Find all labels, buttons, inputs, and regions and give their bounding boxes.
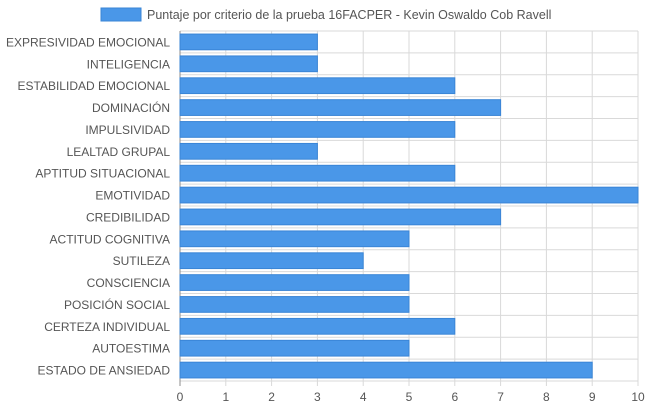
x-tick-label: 0 xyxy=(177,390,184,404)
category-label: EXPRESIVIDAD EMOCIONAL xyxy=(6,35,170,49)
category-label: ACTITUD COGNITIVA xyxy=(50,232,170,246)
bar[interactable] xyxy=(179,33,318,51)
bar[interactable] xyxy=(179,142,318,160)
category-label: EMOTIVIDAD xyxy=(95,189,170,203)
category-label: ESTADO DE ANSIEDAD xyxy=(38,364,171,378)
bar[interactable] xyxy=(179,77,456,95)
bar[interactable] xyxy=(179,55,318,73)
category-label: LEALTAD GRUPAL xyxy=(67,145,171,159)
bar[interactable] xyxy=(179,274,410,291)
x-tick-label: 5 xyxy=(406,390,413,404)
bar[interactable] xyxy=(179,99,502,116)
category-label: CREDIBILIDAD xyxy=(86,210,170,224)
category-label: DOMINACIÓN xyxy=(92,100,170,115)
bar[interactable] xyxy=(179,121,456,138)
bar[interactable] xyxy=(179,339,410,357)
category-label: SUTILEZA xyxy=(113,254,170,268)
category-label: APTITUD SITUACIONAL xyxy=(35,167,170,181)
category-label: POSICIÓN SOCIAL xyxy=(64,297,170,312)
bar[interactable] xyxy=(179,252,364,270)
x-tick-label: 2 xyxy=(268,390,275,404)
x-tick-label: 3 xyxy=(314,390,321,404)
category-label: CERTEZA INDIVIDUAL xyxy=(44,320,170,334)
bar[interactable] xyxy=(179,296,410,313)
x-tick-label: 10 xyxy=(631,390,645,404)
bar[interactable] xyxy=(179,230,410,248)
bar[interactable] xyxy=(179,164,456,182)
x-tick-label: 7 xyxy=(497,390,504,404)
category-label: AUTOESTIMA xyxy=(92,342,170,356)
bar[interactable] xyxy=(179,361,593,379)
category-label: ESTABILIDAD EMOCIONAL xyxy=(18,79,171,93)
bar[interactable] xyxy=(179,186,639,204)
x-tick-label: 6 xyxy=(451,390,458,404)
x-tick-label: 8 xyxy=(543,390,550,404)
x-tick-label: 4 xyxy=(360,390,367,404)
category-label: IMPULSIVIDAD xyxy=(85,123,170,137)
bar[interactable] xyxy=(179,317,456,335)
x-tick-label: 9 xyxy=(589,390,596,404)
x-tick-label: 1 xyxy=(222,390,229,404)
legend-swatch[interactable] xyxy=(100,7,142,22)
bar[interactable] xyxy=(179,208,502,226)
category-label: CONSCIENCIA xyxy=(87,276,170,290)
legend-label[interactable]: Puntaje por criterio de la prueba 16FACP… xyxy=(147,8,551,22)
category-label: INTELIGENCIA xyxy=(87,57,170,71)
